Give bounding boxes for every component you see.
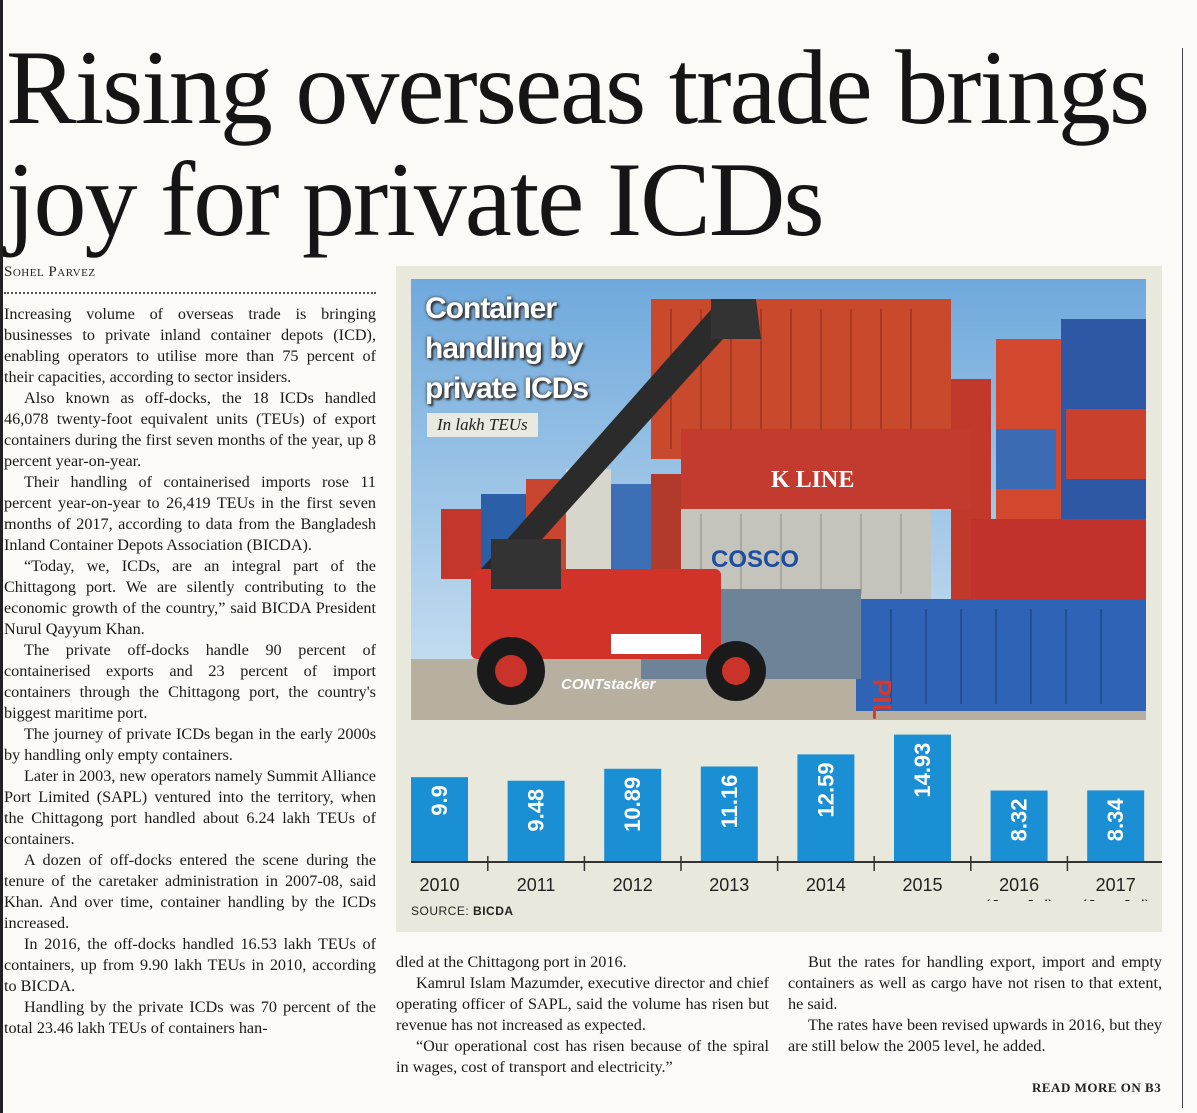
- paragraph: In 2016, the off-docks handled 16.53 lak…: [4, 935, 376, 995]
- paragraph: Kamrul Islam Mazumder, executive directo…: [396, 974, 769, 1034]
- graphic-source: SOURCE: BICDA: [411, 904, 514, 918]
- bar-value-label: 11.16: [717, 775, 742, 829]
- x-tick-label: 2013: [709, 875, 749, 895]
- bar-value-label: 9.48: [524, 789, 549, 832]
- read-more-link[interactable]: READ MORE ON B3: [1032, 1080, 1162, 1095]
- crane-brand: CONTstacker: [561, 676, 657, 693]
- bar-value-label: 10.89: [620, 777, 645, 832]
- article-column-1: Increasing volume of overseas trade is b…: [4, 304, 376, 1039]
- page-left-rule: [0, 0, 3, 1113]
- paragraph: The private off-docks handle 90 percent …: [4, 641, 376, 722]
- byline-dotted-rule: [4, 292, 376, 294]
- bar: [894, 734, 951, 861]
- paragraph: The rates have been revised upwards in 2…: [788, 1016, 1162, 1055]
- paragraph: A dozen of off-docks entered the scene d…: [4, 851, 376, 932]
- bar-value-label: 12.59: [813, 762, 838, 817]
- cosco-logo: COSCO: [711, 546, 799, 573]
- paragraph: Later in 2003, new operators namely Summ…: [4, 767, 376, 848]
- bar: [507, 780, 565, 861]
- photo-illustration: K LINE COSCO PIL: [411, 279, 1146, 720]
- paragraph: But the rates for handling export, impor…: [788, 953, 1162, 1013]
- bar: [797, 754, 855, 861]
- graphic-unit-label: In lakh TEUs: [427, 413, 538, 437]
- bar-value-label: 14.93: [910, 743, 935, 798]
- graphic-title-line: Container: [425, 292, 557, 325]
- paragraph: The journey of private ICDs began in the…: [4, 725, 376, 764]
- x-tick-label: 2017: [1096, 875, 1136, 895]
- graphic-title-line: private ICDs: [425, 372, 589, 405]
- container-yard-photo: K LINE COSCO PIL: [411, 279, 1146, 720]
- x-tick-label: 2010: [419, 875, 459, 895]
- bar: [1087, 790, 1145, 861]
- paragraph: Increasing volume of overseas trade is b…: [4, 305, 376, 386]
- paragraph: Their handling of containerised imports …: [4, 473, 376, 554]
- bar: [604, 768, 662, 861]
- byline: Sohel Parvez: [4, 264, 96, 280]
- infographic: K LINE COSCO PIL: [396, 266, 1162, 932]
- x-tick-label: 2012: [613, 875, 653, 895]
- column-divider-rule: [1182, 48, 1183, 1108]
- x-tick-sublabel: (Jan-Jul): [1081, 897, 1151, 901]
- x-tick-label: 2011: [517, 875, 556, 895]
- x-tick-label: 2014: [806, 875, 846, 895]
- paragraph: dled at the Chittagong port in 2016.: [396, 953, 627, 971]
- x-tick-label: 2016: [999, 875, 1039, 895]
- x-tick-sublabel: (Jan-Jul): [984, 897, 1054, 901]
- source-label: SOURCE:: [411, 904, 470, 918]
- bar-value-label: 8.34: [1103, 798, 1128, 842]
- paragraph: Handling by the private ICDs was 70 perc…: [4, 998, 376, 1037]
- x-tick-label: 2015: [902, 875, 942, 895]
- bar-value-label: 8.32: [1007, 799, 1032, 842]
- source-name: BICDA: [473, 904, 514, 918]
- paragraph: “Our operational cost has risen because …: [396, 1037, 769, 1076]
- pil-logo: PIL: [867, 679, 897, 720]
- bar: [990, 790, 1048, 861]
- article-column-2: dled at the Chittagong port in 2016. Kam…: [396, 952, 769, 1078]
- bar: [411, 777, 468, 861]
- k-line-logo: K LINE: [771, 467, 854, 493]
- bar-chart: 9.9 2010 9.48 2011 10.89 2012 11.16 2013 12.59 20…: [411, 734, 1162, 901]
- article-column-3: But the rates for handling export, impor…: [788, 952, 1162, 1057]
- bar: [700, 766, 758, 861]
- bar-value-label: 9.9: [427, 785, 452, 816]
- graphic-title: Container handling by private ICDs: [425, 289, 589, 409]
- graphic-title-line: handling by: [425, 332, 583, 365]
- headline: Rising overseas trade brings joy for pri…: [6, 29, 1150, 258]
- paragraph: Also known as off-docks, the 18 ICDs han…: [4, 389, 376, 470]
- paragraph: “Today, we, ICDs, are an integral part o…: [4, 557, 376, 638]
